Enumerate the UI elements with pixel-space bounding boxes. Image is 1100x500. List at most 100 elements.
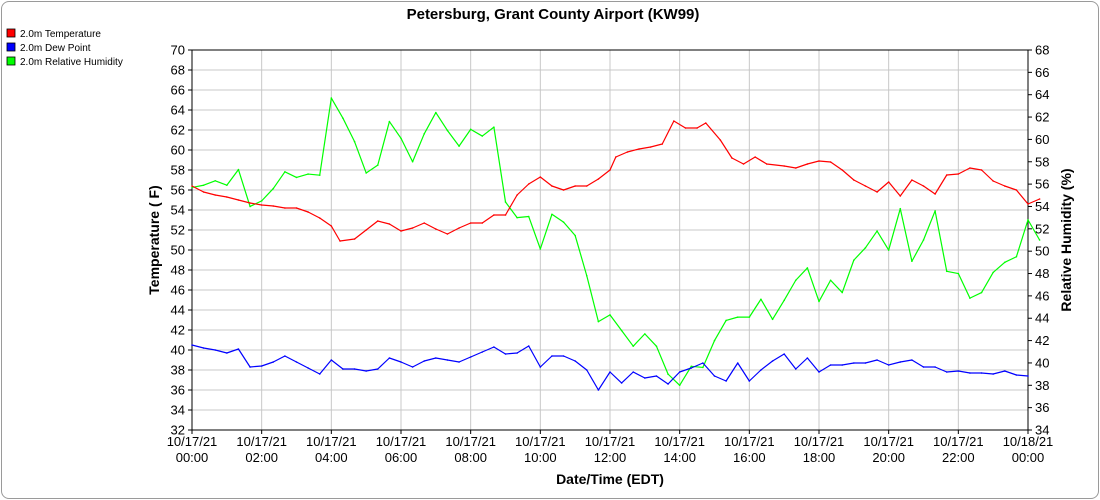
- relative-humidity-point: [202, 184, 205, 187]
- relative-humidity-point: [272, 187, 275, 190]
- relative-humidity-point: [191, 186, 193, 189]
- relative-humidity-point: [736, 316, 739, 318]
- relative-humidity-point: [853, 259, 855, 261]
- dew-point-point: [481, 351, 484, 353]
- dew-point-point: [655, 375, 658, 377]
- dew-point-point: [818, 371, 820, 373]
- dew-point-point: [1003, 370, 1006, 372]
- dew-point-point: [527, 345, 530, 347]
- relative-humidity-point: [504, 201, 507, 203]
- temperature-point: [969, 167, 971, 169]
- temperature-point: [597, 178, 600, 180]
- temperature-point: [1027, 203, 1029, 205]
- temperature-line: [191, 120, 1040, 242]
- temperature-point: [400, 230, 402, 232]
- temperature-point: [295, 207, 298, 209]
- relative-humidity-point: [702, 366, 704, 369]
- dew-point-point: [388, 357, 391, 359]
- relative-humidity-point: [620, 329, 623, 332]
- y-left-tick-label: 56: [171, 183, 185, 198]
- relative-humidity-point: [551, 213, 553, 216]
- x-tick-date: 10/17/21: [445, 434, 496, 449]
- y-left-tick-label: 38: [171, 363, 185, 378]
- y-axis-left-ticks: 32 34 36 38 40 42 44 46 48 50 52 54 56 58 60 62 64 66 68 70: [171, 43, 192, 438]
- temperature-point: [458, 227, 460, 229]
- temperature-point: [615, 156, 617, 158]
- temperature-point: [504, 214, 507, 216]
- y-right-tick-label: 40: [1035, 355, 1049, 370]
- dew-point-point: [922, 366, 925, 368]
- y-left-tick-label: 36: [171, 383, 185, 398]
- relative-humidity-point: [841, 291, 844, 294]
- y-left-tick-label: 66: [171, 83, 185, 98]
- temperature-point: [539, 176, 542, 178]
- x-tick-time: 00:00: [1012, 450, 1045, 465]
- x-tick-time: 00:00: [176, 450, 209, 465]
- relative-humidity-series: [191, 97, 1041, 387]
- dew-point-point: [748, 380, 751, 382]
- x-tick-time: 18:00: [803, 450, 836, 465]
- temperature-point: [353, 238, 356, 240]
- dew-point-point: [1015, 374, 1018, 376]
- relative-humidity-point: [539, 248, 542, 250]
- legend-label-dew-point: 2.0m Dew Point: [20, 43, 91, 54]
- temperature-point: [226, 196, 228, 198]
- x-tick-time: 14:00: [663, 450, 696, 465]
- x-tick-time: 16:00: [733, 450, 766, 465]
- dew-point-point: [957, 370, 960, 372]
- relative-humidity-point: [725, 319, 727, 322]
- dew-point-point: [783, 353, 785, 355]
- y-axis-left-label: Temperature ( F): [146, 185, 162, 294]
- dew-point-point: [678, 371, 681, 373]
- legend-label-relative-humidity: 2.0m Relative Humidity: [20, 57, 123, 68]
- x-tick-date: 10/17/21: [654, 434, 705, 449]
- dew-point-point: [493, 346, 495, 348]
- dew-point-point: [934, 366, 936, 368]
- x-tick-time: 20:00: [872, 450, 905, 465]
- dew-point-point: [365, 370, 367, 372]
- relative-humidity-point: [969, 297, 971, 299]
- dew-point-point: [841, 364, 844, 366]
- x-tick-date: 10/17/21: [515, 434, 566, 449]
- dew-point-point: [609, 371, 611, 373]
- temperature-point: [765, 163, 768, 165]
- y-axis-right-ticks: 34 36 38 40 42 44 46 48 50 52 54 56 58 60 62 64 66 68: [1028, 43, 1049, 438]
- y-left-tick-label: 60: [171, 143, 185, 158]
- y-right-tick-label: 56: [1035, 177, 1049, 192]
- temperature-point: [829, 161, 832, 163]
- y-left-tick-label: 44: [171, 303, 185, 318]
- y-right-tick-label: 62: [1035, 110, 1049, 125]
- relative-humidity-point: [748, 316, 751, 318]
- y-left-tick-label: 52: [171, 223, 185, 238]
- dew-point-point: [911, 359, 913, 361]
- dew-point-point: [307, 367, 309, 369]
- dew-point-point: [516, 352, 518, 354]
- x-tick-date: 10/18/21: [1003, 434, 1054, 449]
- temperature-point: [696, 127, 698, 129]
- temperature-point: [864, 185, 867, 187]
- relative-humidity-point: [330, 97, 333, 99]
- relative-humidity-point: [1027, 219, 1029, 221]
- y-right-tick-label: 44: [1035, 311, 1049, 326]
- x-tick-date: 10/17/21: [236, 434, 287, 449]
- relative-humidity-point: [295, 176, 298, 179]
- y-right-tick-label: 54: [1035, 199, 1049, 214]
- temperature-point: [783, 165, 785, 167]
- temperature-point: [260, 204, 263, 206]
- x-tick-date: 10/17/21: [933, 434, 984, 449]
- dew-point-point: [458, 361, 460, 363]
- relative-humidity-point: [1038, 239, 1041, 241]
- x-tick-time: 22:00: [942, 450, 975, 465]
- y-axis-right-label: Relative Humidity (%): [1058, 168, 1074, 311]
- dew-point-point: [760, 369, 762, 371]
- dew-point-point: [829, 364, 832, 366]
- relative-humidity-point: [574, 234, 576, 237]
- temperature-point: [214, 194, 217, 196]
- relative-humidity-point: [690, 365, 693, 368]
- legend-label-temperature: 2.0m Temperature: [20, 29, 101, 40]
- x-tick-time: 04:00: [315, 450, 348, 465]
- relative-humidity-point: [667, 373, 669, 375]
- temperature-point: [574, 185, 576, 187]
- temperature-point: [794, 167, 797, 169]
- relative-humidity-point: [376, 164, 379, 166]
